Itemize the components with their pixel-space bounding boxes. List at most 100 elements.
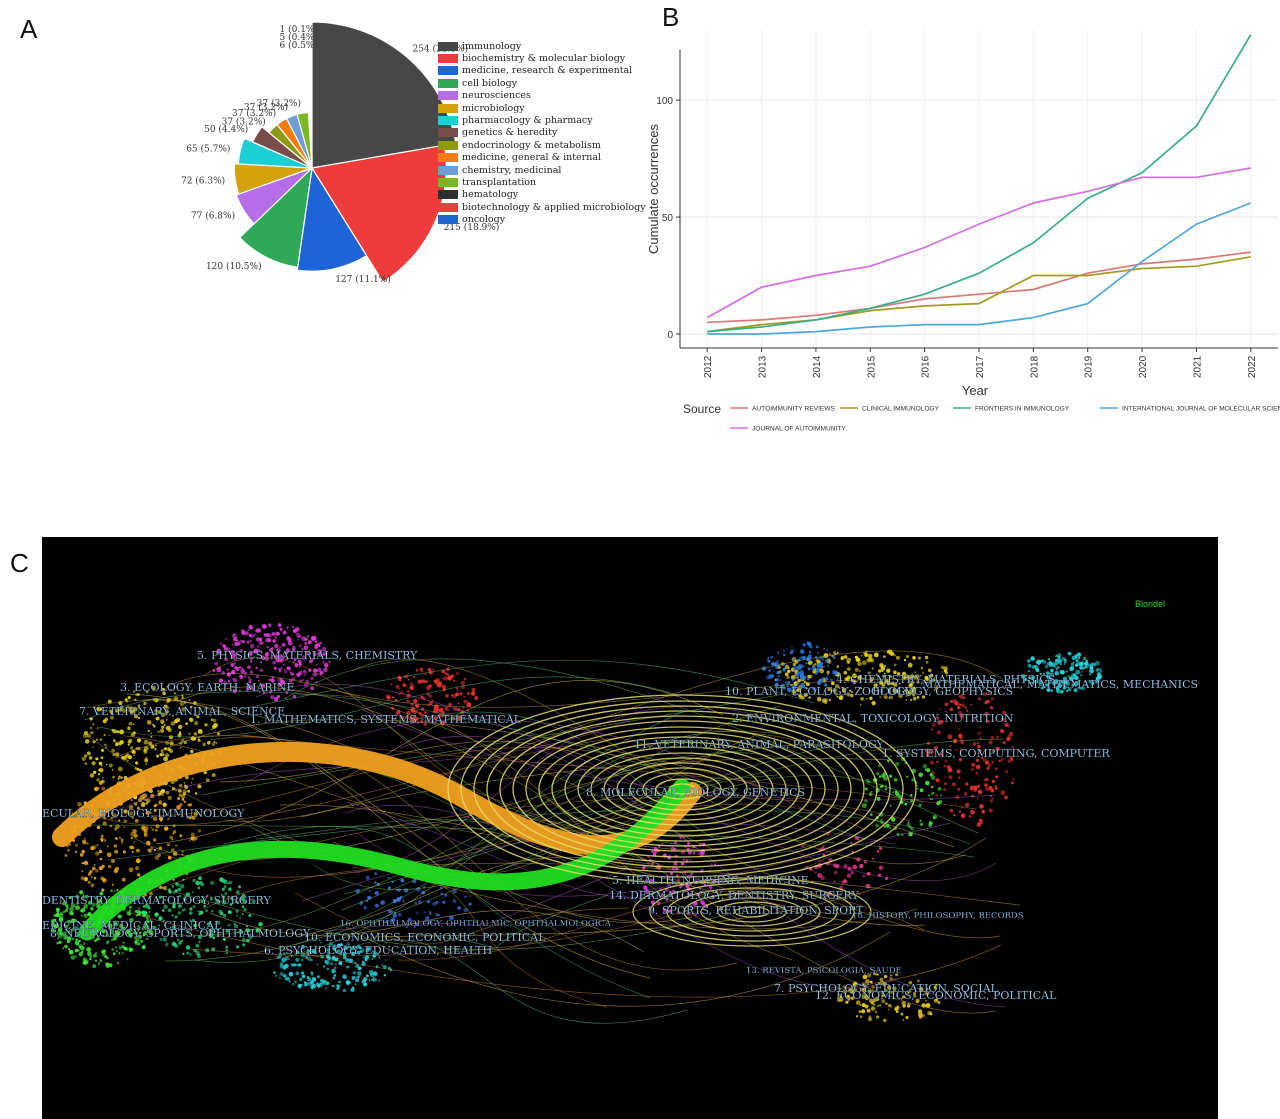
left-cluster-label-8: 16. OPHTHALMOLOGY, OPHTHALMIC, OPHTHALMO…: [340, 919, 612, 929]
right-cluster-label-1: 10. PLANT, ECOLOGY, ZOOLOGY: [725, 685, 913, 698]
legend-swatch-10: [438, 165, 458, 175]
subject-category-legend: immunology biochemistry & molecular biolo…: [438, 40, 646, 226]
left-cluster-label-10: 6. PSYCHOLOGY, EDUCATION, HEALTH: [264, 944, 492, 957]
legend-item-7: genetics & heredity: [438, 127, 646, 139]
legend-text-0: immunology: [462, 40, 522, 52]
legend-swatch-6: [438, 116, 458, 126]
panel-b-label: B: [662, 2, 680, 32]
legend-item-1: biochemistry & molecular biology: [438, 52, 646, 64]
legend-swatch-11: [438, 177, 458, 187]
right-cluster-label-2: MATHEMATICAL, MATHEMATICS, MECHANICS: [922, 678, 1198, 691]
right-cluster-label-10: 9. SPORTS, REHABILITATION, SPORT: [648, 904, 864, 917]
legend-text-11: transplantation: [462, 176, 537, 188]
algorithm-label: Blondel: [1135, 599, 1165, 609]
y-tick-label-1: 50: [662, 213, 674, 224]
point-cloud-9: [761, 641, 839, 693]
pie-label-14: 1 (0.1%): [280, 24, 318, 35]
right-cluster-label-11: 18. HISTORY, PHILOSOPHY, RECORDS: [852, 911, 1024, 921]
left-cluster-label-3: 1. MATHEMATICS, SYSTEMS, MATHEMATICAL: [250, 713, 522, 726]
legend-label-1: CLINICAL IMMUNOLOGY: [862, 406, 940, 413]
legend-text-14: oncology: [462, 214, 506, 226]
right-cluster-label-0: 4. CHEMISTRY, MATERIALS, PHYSICS: [836, 673, 1055, 686]
left-cluster-label-6: EDICINE, MEDICAL, CLINICAL: [42, 919, 222, 932]
right-cluster-label-14: 12. ECONOMICS, ECONOMIC, POLITICAL: [815, 989, 1057, 1002]
legend-text-3: cell biology: [462, 77, 518, 89]
legend-swatch-14: [438, 215, 458, 225]
legend-item-14: oncology: [438, 213, 646, 225]
legend-swatch-12: [438, 190, 458, 200]
legend-item-0: immunology: [438, 40, 646, 52]
point-cloud-6: [273, 941, 393, 993]
pie-label-5: 72 (6.3%): [181, 176, 225, 187]
right-cluster-label-4: 2. ENVIRONMENTAL, TOXICOLOGY, NUTRITION: [732, 712, 1014, 725]
point-cloud-14: [836, 972, 941, 1023]
pie-label-1: 215 (18.9%): [444, 222, 500, 233]
pie-label-2: 127 (11.1%): [335, 274, 391, 285]
pie-label-4: 77 (6.8%): [191, 211, 235, 222]
legend-label-3: INTERNATIONAL JOURNAL OF MOLECULAR SCIEN…: [1122, 406, 1280, 413]
x-tick-label-8: 2020: [1138, 355, 1149, 378]
legend-item-9: medicine, general & internal: [438, 152, 646, 164]
legend-text-7: genetics & heredity: [462, 127, 558, 139]
x-tick-label-9: 2021: [1192, 355, 1203, 378]
right-cluster-label-8: 5. HEALTH, NURSING, MEDICINE: [612, 874, 809, 887]
y-tick-label-0: 0: [667, 330, 673, 341]
legend-label-4: JOURNAL OF AUTOIMMUNITY: [752, 426, 846, 433]
journal-ellipses: [447, 694, 917, 947]
journal-cumulative-line-chart: 0 50 100 2012 2013 2014 2015 2016 2017 2018 2019 20…: [646, 30, 1280, 433]
legend-swatch-9: [438, 153, 458, 163]
main-flow-green: [78, 778, 691, 941]
legend-item-10: chemistry, medicinal: [438, 164, 646, 176]
pie-label-13: 5 (0.4%): [280, 32, 318, 43]
right-cluster-label-13: 7. PSYCHOLOGY, EDUCATION, SOCIAL: [774, 982, 999, 995]
legend-text-2: medicine, research & experimental: [462, 65, 633, 77]
dual-map-overlay-canvas: 5. PHYSICS, MATERIALS, CHEMISTRY 3. ECOLO…: [42, 599, 1198, 1024]
legend-swatch-8: [438, 140, 458, 150]
point-cloud-0: [212, 623, 331, 702]
legend-swatch-13: [438, 202, 458, 212]
left-cluster-label-9: 10. ECONOMICS, ECONOMIC, POLITICAL: [304, 931, 546, 944]
pie-label-7: 50 (4.4%): [204, 124, 248, 135]
right-cluster-label-9: 14. DERMATOLOGY, DENTISTRY, SURGERY: [609, 889, 859, 902]
point-cloud-10: [1021, 651, 1103, 694]
panel-a-label: A: [20, 14, 38, 44]
pie-slice-2: [296, 166, 368, 272]
pie-slice-11: [296, 111, 313, 169]
legend-swatch-1: [438, 54, 458, 64]
right-cluster-label-5: 11. VETERINARY, ANIMAL, PARASITOLOGY: [634, 738, 884, 751]
subject-category-rose-chart: 254 (22.3%)215 (18.9%)127 (11.1%)120 (10…: [181, 21, 500, 285]
pie-label-3: 120 (10.5%): [206, 261, 262, 272]
x-tick-label-0: 2012: [703, 355, 714, 378]
pie-slice-4: [235, 167, 313, 225]
left-cluster-label-0: 5. PHYSICS, MATERIALS, CHEMISTRY: [197, 649, 418, 662]
pie-label-12: 6 (0.5%): [280, 40, 318, 51]
pie-label-11: 37 (3.2%): [257, 98, 301, 109]
legend-label-2: FRONTIERS IN IMMUNOLOGY: [975, 406, 1070, 413]
point-cloud-5: [141, 876, 263, 959]
x-tick-label-1: 2013: [758, 355, 769, 378]
legend-text-6: pharmacology & pharmacy: [462, 115, 593, 127]
legend-title: Source: [683, 402, 721, 416]
x-tick-label-5: 2017: [975, 355, 986, 378]
legend-item-3: cell biology: [438, 77, 646, 89]
panel-c-label: C: [10, 548, 29, 578]
pie-slice-3: [238, 166, 313, 268]
x-tick-label-3: 2015: [866, 355, 877, 378]
series-line-3: [707, 202, 1252, 335]
x-tick-label-2: 2014: [812, 355, 823, 378]
legend-swatch-7: [438, 128, 458, 138]
legend-text-4: neurosciences: [462, 90, 531, 102]
series-line-2: [707, 34, 1252, 333]
legend-item-11: transplantation: [438, 176, 646, 188]
legend-item-8: endocrinology & metabolism: [438, 139, 646, 151]
legend-swatch-3: [438, 78, 458, 88]
legend-text-12: hematology: [462, 189, 519, 201]
pie-slice-7: [251, 125, 313, 169]
x-tick-label-4: 2016: [921, 355, 932, 378]
pie-label-9: 37 (3.2%): [232, 108, 276, 119]
left-cluster-label-5: DENTISTRY, DERMATOLOGY, SURGERY: [42, 894, 272, 907]
left-cluster-label-2: 7. VETERINARY, ANIMAL, SCIENCE: [79, 705, 285, 718]
legend-swatch-4: [438, 91, 458, 101]
pie-slice-5: [233, 163, 313, 195]
y-tick-label-2: 100: [656, 96, 673, 107]
